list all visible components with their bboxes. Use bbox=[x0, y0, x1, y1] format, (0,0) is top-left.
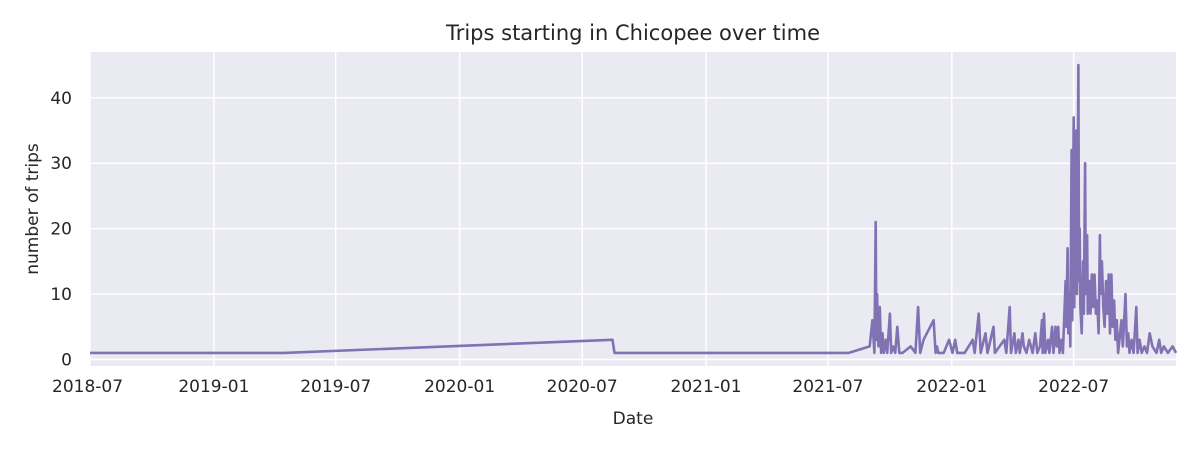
x-tick-label: 2018-07 bbox=[52, 377, 123, 397]
y-tick-label: 0 bbox=[61, 350, 72, 370]
series-layer bbox=[90, 63, 1178, 355]
x-axis-label: Date bbox=[613, 409, 654, 429]
y-tick-label: 40 bbox=[50, 89, 72, 109]
x-tick-label: 2019-07 bbox=[300, 377, 371, 397]
chart-title: Trips starting in Chicopee over time bbox=[445, 21, 820, 45]
y-tick-label: 10 bbox=[50, 285, 72, 305]
x-tick-label: 2021-07 bbox=[792, 377, 863, 397]
y-tick-label: 30 bbox=[50, 154, 72, 174]
x-tick-label: 2022-07 bbox=[1038, 377, 1109, 397]
y-tick-labels: 0 10 20 30 40 bbox=[50, 89, 72, 371]
x-tick-label: 2022-01 bbox=[916, 377, 987, 397]
series-line-trips bbox=[90, 63, 1178, 355]
plot-background bbox=[90, 52, 1176, 366]
x-tick-labels: 2018-07 2019-01 2019-07 2020-01 2020-07 2021-… bbox=[52, 377, 1109, 397]
x-tick-label: 2019-01 bbox=[178, 377, 249, 397]
x-tick-label: 2020-07 bbox=[547, 377, 618, 397]
y-tick-label: 20 bbox=[50, 220, 72, 240]
y-gridlines bbox=[90, 97, 1176, 361]
x-tick-label: 2020-01 bbox=[424, 377, 495, 397]
y-axis-label: number of trips bbox=[23, 143, 43, 275]
x-tick-label: 2021-01 bbox=[671, 377, 742, 397]
